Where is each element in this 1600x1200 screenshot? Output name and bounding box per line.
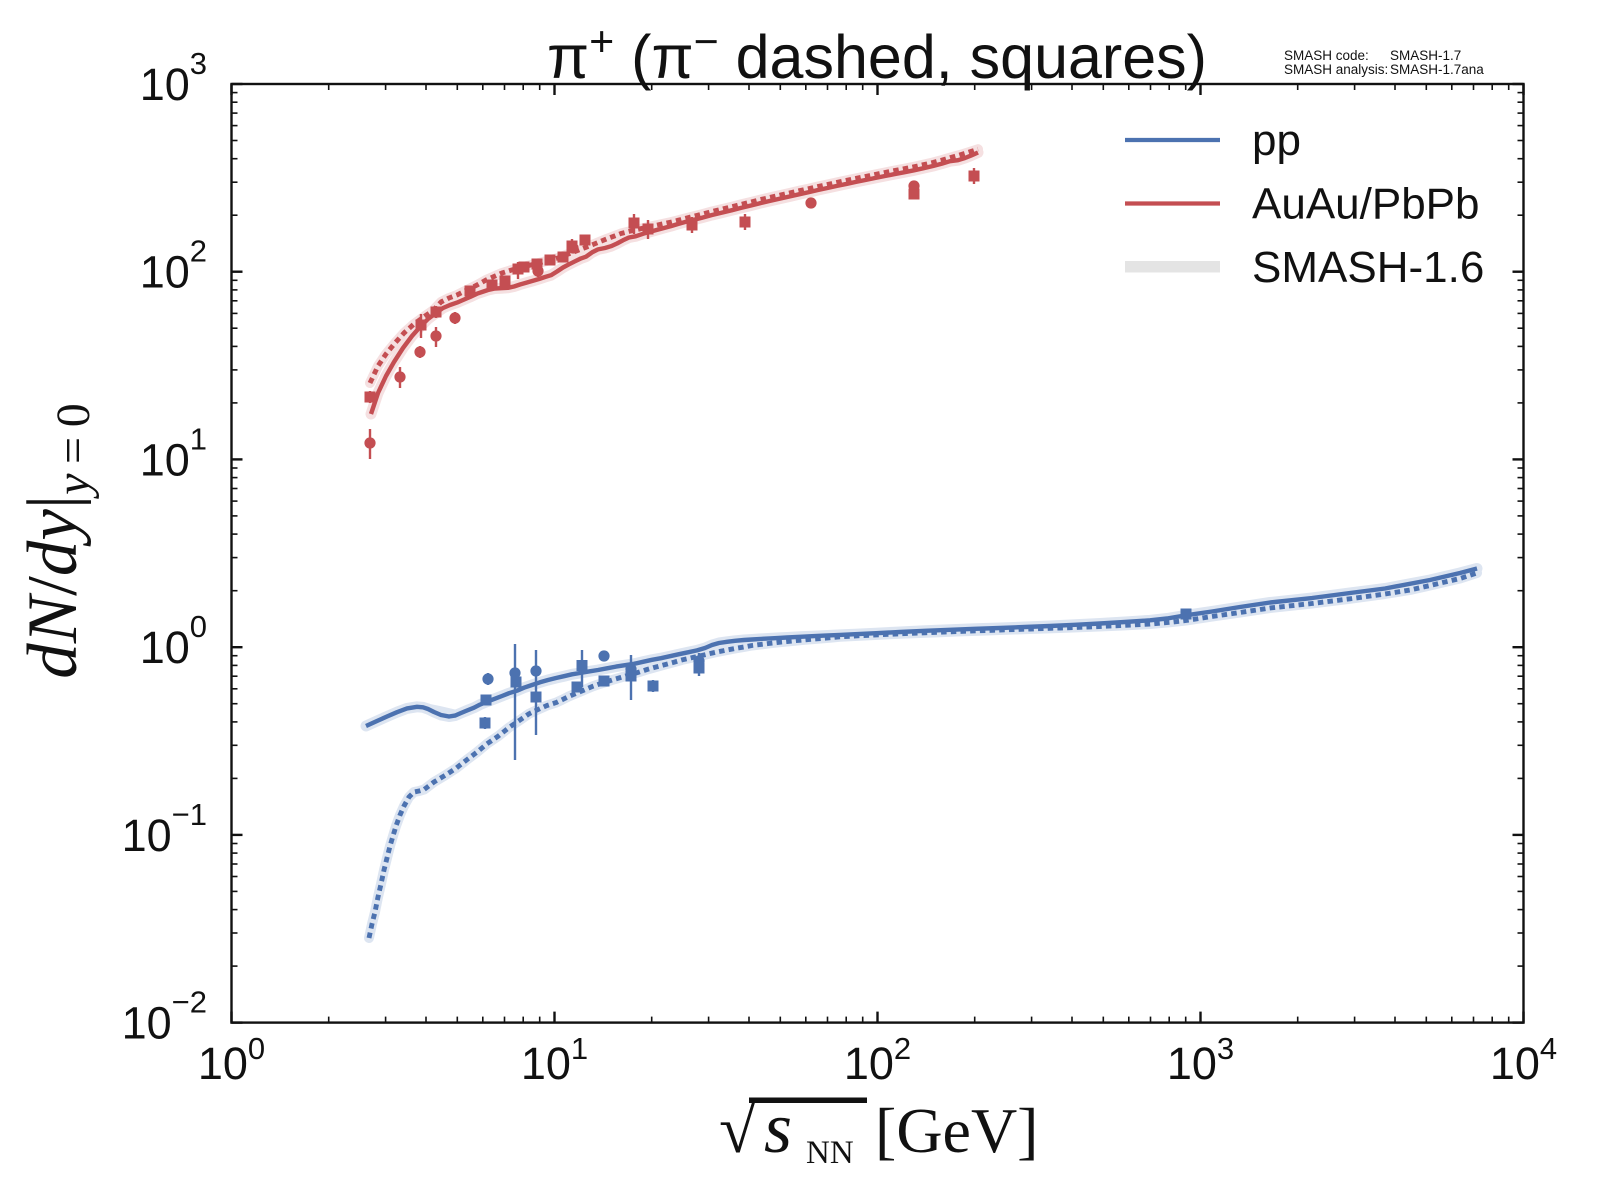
svg-text:SMASH-1.6: SMASH-1.6 bbox=[1252, 243, 1484, 292]
svg-text:SMASH code:: SMASH code: bbox=[1284, 48, 1369, 63]
svg-text:√: √ bbox=[719, 1091, 757, 1167]
svg-text:AuAu/PbPb: AuAu/PbPb bbox=[1252, 180, 1480, 229]
svg-text:π+ (π− dashed, squares): π+ (π− dashed, squares) bbox=[547, 18, 1207, 91]
svg-text:[GeV]: [GeV] bbox=[875, 1095, 1038, 1166]
svg-text:104: 104 bbox=[1490, 1031, 1557, 1089]
svg-text:s: s bbox=[764, 1088, 792, 1168]
svg-text:SMASH analysis:: SMASH analysis: bbox=[1284, 62, 1388, 77]
svg-text:SMASH-1.7ana: SMASH-1.7ana bbox=[1390, 62, 1484, 77]
svg-text:SMASH-1.7: SMASH-1.7 bbox=[1390, 48, 1461, 63]
svg-text:pp: pp bbox=[1252, 116, 1301, 165]
svg-text:100: 100 bbox=[198, 1031, 265, 1089]
svg-text:NN: NN bbox=[806, 1135, 854, 1171]
